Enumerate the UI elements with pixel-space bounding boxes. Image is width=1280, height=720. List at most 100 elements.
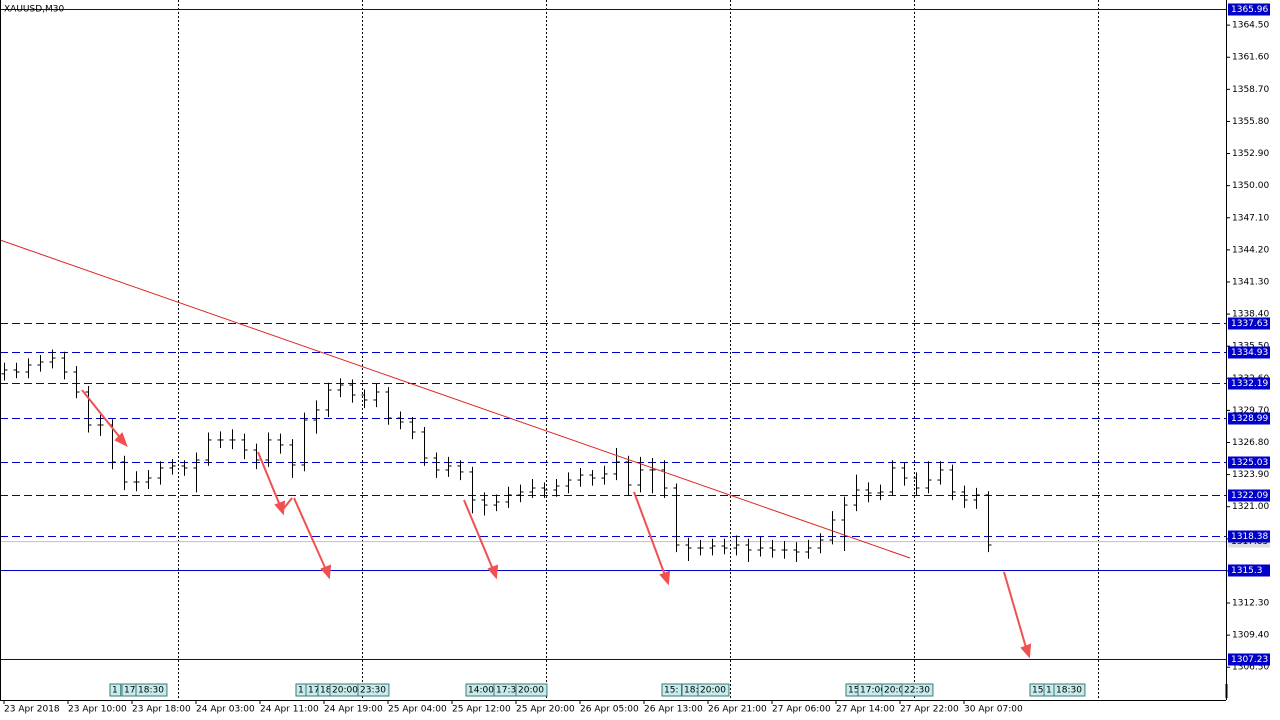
price-line-box [1228, 317, 1270, 330]
event-label: 17 [124, 686, 135, 696]
event-label: 18:30 [1056, 686, 1082, 696]
x-tick-label: 26 Apr 05:00 [580, 705, 639, 715]
x-tick-label: 23 Apr 18:00 [132, 705, 191, 715]
y-tick-label: 1352.90 [1232, 149, 1269, 159]
y-tick-label: 1323.90 [1232, 470, 1269, 480]
ohlc-bar [229, 429, 236, 450]
price-line-box [1228, 456, 1270, 469]
event-label: 20:0 [884, 686, 904, 696]
arrow [81, 389, 123, 441]
arrow-head [487, 564, 499, 580]
event-label: 17:3 [496, 686, 516, 696]
ohlc-bar [553, 479, 560, 497]
x-tick-label: 23 Apr 10:00 [68, 705, 127, 715]
ohlc-bar [961, 485, 968, 508]
event-label: 20:00 [332, 686, 358, 696]
ohlc-bar [277, 433, 284, 454]
ohlc-bar [73, 366, 80, 399]
ohlc-bar [685, 537, 692, 561]
ohlc-bar [385, 387, 392, 425]
y-tick-label: 1341.30 [1232, 277, 1269, 287]
ohlc-bar [877, 484, 884, 501]
x-tick-label: 25 Apr 12:00 [452, 705, 511, 715]
ohlc-bar [577, 467, 584, 487]
ohlc-bar [589, 470, 596, 486]
ohlc-bar [613, 448, 620, 481]
y-tick-label: 1329.70 [1232, 406, 1269, 416]
event-label: 18 [320, 686, 332, 696]
x-tick-label: 25 Apr 04:00 [388, 705, 447, 715]
event-label: 17 [308, 686, 319, 696]
ohlc-bar [181, 460, 188, 476]
y-tick-label: 1350.00 [1232, 181, 1269, 191]
ohlc-bar [505, 486, 512, 508]
ohlc-bar [85, 386, 92, 433]
period-separators [178, 0, 1099, 700]
x-tick-label: 27 Apr 22:00 [900, 705, 959, 715]
ohlc-bar [733, 535, 740, 556]
ohlc-bar [445, 456, 452, 477]
ohlc-bar [985, 491, 992, 553]
price-line-box [1228, 564, 1270, 577]
ohlc-bar [709, 538, 716, 556]
price-line-box [1228, 377, 1270, 390]
ohlc-bar [601, 465, 608, 485]
ohlc-bar [937, 461, 944, 485]
price-line-label: 1315.3 [1231, 566, 1263, 576]
arrow-head [320, 564, 332, 580]
arrow [283, 497, 293, 509]
ohlc-bar [301, 412, 308, 472]
ohlc-bar [457, 460, 464, 481]
ohlc-bar [517, 484, 524, 503]
x-tick-label: 30 Apr 07:00 [964, 705, 1023, 715]
event-label: 20:00 [518, 686, 544, 696]
ohlc-bar [841, 496, 848, 551]
event-label: 15 [1032, 686, 1043, 696]
price-line-box [1228, 412, 1270, 425]
y-tick-label: 1344.20 [1232, 245, 1269, 255]
event-box [1053, 683, 1086, 697]
y-tick-label: 1326.80 [1232, 438, 1269, 448]
y-tick-label: 1364.50 [1232, 21, 1269, 31]
price-line-label: 1337.63 [1231, 319, 1268, 329]
ohlc-bar [925, 461, 932, 494]
ohlc-bar [1, 362, 8, 381]
event-label: 1 [112, 686, 118, 696]
x-tick-label: 25 Apr 20:00 [516, 705, 575, 715]
ohlc-bar [145, 470, 152, 489]
ohlc-bar [217, 431, 224, 449]
ohlc-bar [901, 462, 908, 486]
layers [0, 9, 1226, 660]
event-box [697, 683, 730, 697]
ohlc-bar [637, 456, 644, 493]
ohlc-bar [121, 455, 128, 491]
price-line-box [1228, 346, 1270, 359]
event-label: 15 [848, 686, 859, 696]
price-labels: 1364.50 1361.60 1358.70 1355.80 1352.90 1350.… [3, 3, 1270, 715]
ohlc-bar [265, 432, 272, 467]
ohlc-bar [337, 378, 344, 398]
event-box [357, 683, 390, 697]
ohlc-bar [37, 355, 44, 372]
ohlc-bar [133, 471, 140, 492]
price-line-label: 1332.19 [1231, 379, 1268, 389]
ohlc-bar [949, 464, 956, 501]
event-label: 18: [684, 686, 698, 696]
ohlc-bar [529, 479, 536, 498]
ohlc-bar [817, 533, 824, 554]
event-box [661, 683, 682, 697]
ohlc-bar [625, 455, 632, 496]
ohlc-bar [373, 383, 380, 408]
event-label: 18:30 [138, 686, 164, 696]
ohlc-bar [697, 539, 704, 556]
ohlc-bar [913, 472, 920, 496]
ohlc-bar [769, 539, 776, 558]
event-label: 1 [298, 686, 304, 696]
y-tick-label: 1309.40 [1232, 631, 1269, 641]
x-tick-label: 26 Apr 21:00 [708, 705, 767, 715]
y-tick-label: 1306.50 [1232, 663, 1269, 673]
event-label: 15: [664, 686, 678, 696]
ohlc-bar [397, 411, 404, 430]
ohlc-bar [25, 358, 32, 379]
